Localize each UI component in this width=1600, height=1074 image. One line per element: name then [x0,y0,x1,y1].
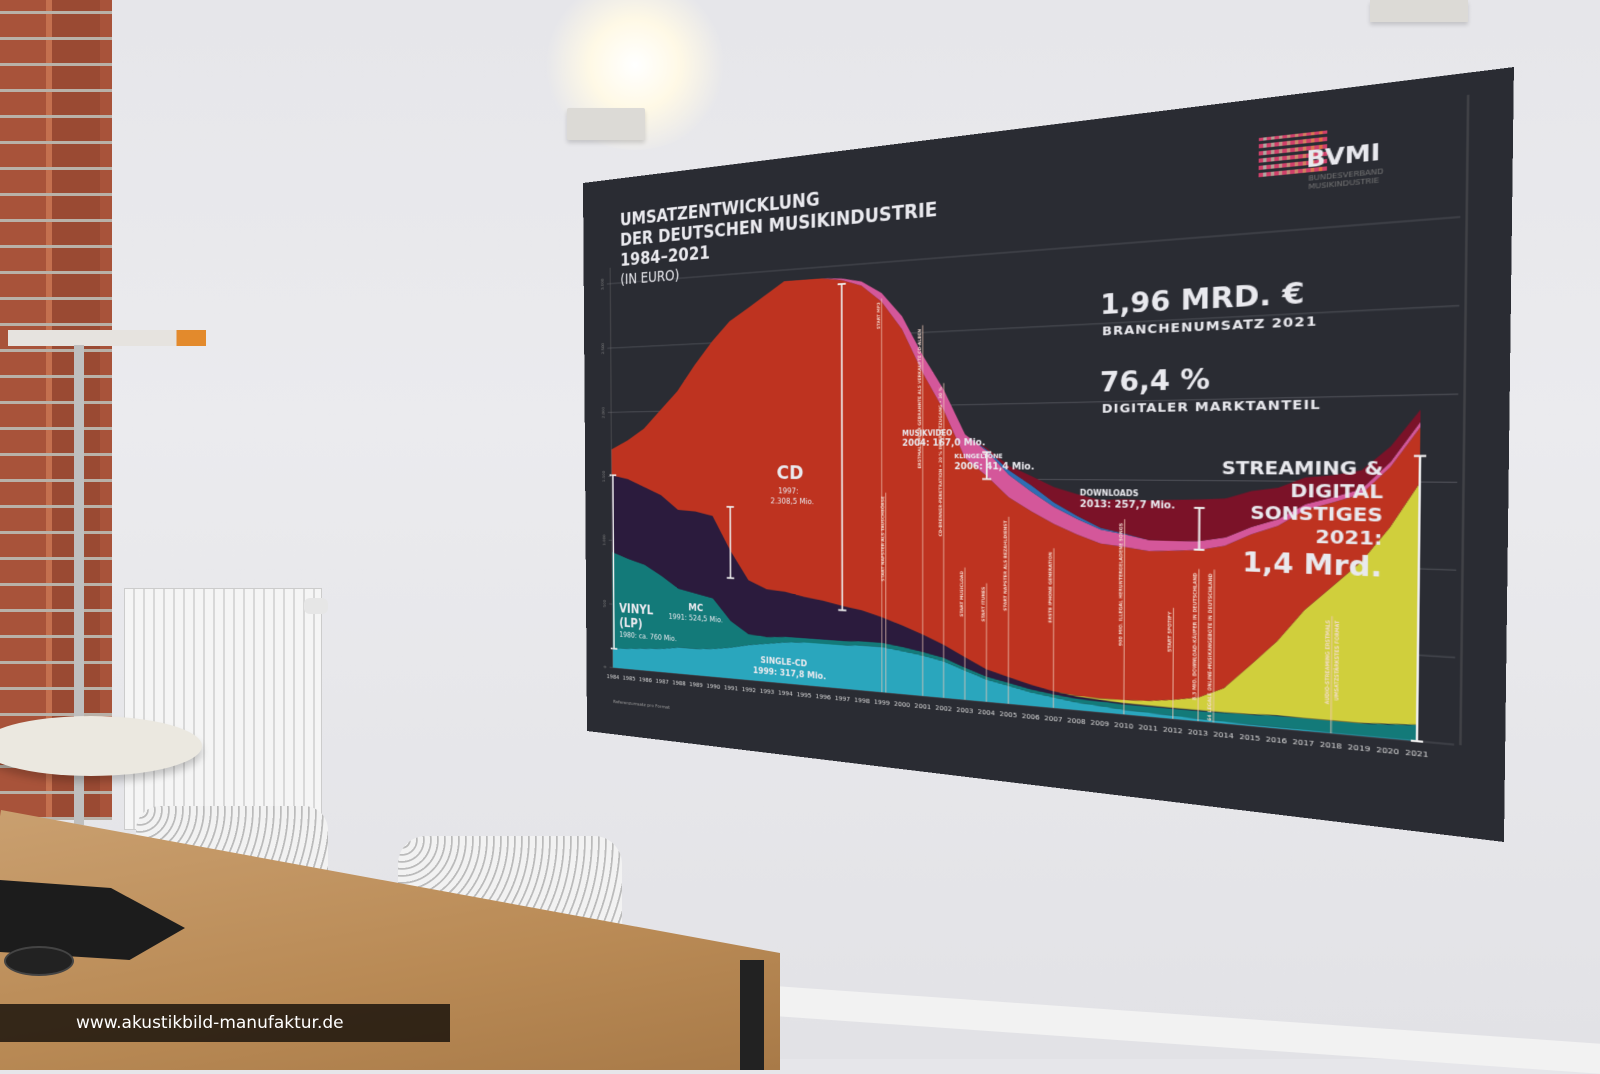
y-tick-label: 1.500 [602,471,606,482]
y-tick-label: 1.000 [602,534,606,545]
download-label: DOWNLOADS [1080,489,1139,498]
x-tick-label: 1984 [607,673,620,681]
event-label: CD-BRENNER-PENETRATION • 20 % INTERNETZU… [938,386,943,537]
cd-range-bar [842,284,843,610]
event-label: 8,3 MIO. DOWNLOAD-KÄUFER IN DEUTSCHLAND [1190,572,1199,700]
event-label: 64 LEGALE ONLINE-MUSIKANGEBOTE IN DEUTSC… [1206,573,1213,722]
x-tick-label: 2010 [1114,721,1133,731]
x-tick-label: 1997 [835,695,850,704]
x-tick-label: 2016 [1266,735,1287,746]
event-label: AUDIO-STREAMING ERSTMALS [1324,619,1332,705]
x-tick-label: 2001 [915,702,931,712]
x-tick-label: 2002 [935,704,952,714]
annotation-line: STREAMING & [1222,458,1384,481]
event-label: START MP3 [876,302,881,329]
x-tick-label: 2008 [1067,717,1085,727]
event-label: START SPOTIFY [1166,610,1172,652]
x-tick-label: 1992 [742,686,756,695]
x-tick-label: 1995 [797,691,812,700]
x-tick-label: 2020 [1376,746,1399,758]
speaker-puck [4,946,74,976]
streaming-range-bar-cap [1411,741,1423,742]
x-tick-label: 2018 [1320,741,1342,752]
event-label: START ITUNES [981,586,986,622]
y-tick-label: 500 [603,600,607,608]
annotation-line: DIGITAL [1222,480,1384,504]
wall-lamp [567,108,645,140]
y-tick-label: 0 [603,665,607,668]
y-tick-label: 2.000 [601,407,605,418]
x-tick-label: 2009 [1091,719,1110,729]
y-tick-label: 2.500 [601,343,605,354]
table-leg [740,960,764,1070]
x-tick-label: 2012 [1163,726,1183,737]
vinyl-label: (LP) [619,615,642,631]
brick-wall [0,0,112,820]
x-tick-label: 2015 [1239,733,1260,744]
x-tick-label: 2021 [1405,749,1428,761]
x-tick-label: 1987 [655,678,668,686]
x-tick-label: 1989 [689,681,703,690]
x-tick-label: 1986 [639,676,652,684]
x-tick-label: 1988 [672,679,685,688]
cd-label: CD [777,463,804,484]
x-tick-label: 1985 [623,675,636,683]
streaming-annotation: STREAMING & DIGITAL SONSTIGES 2021: 1,4 … [1221,458,1383,585]
streaming-value: 1,4 Mrd. [1221,546,1382,585]
x-tick-label: 1996 [816,693,831,702]
x-tick-label: 1991 [724,684,738,693]
digital-share-value: 76,4 % [1100,363,1210,399]
mc-label: MC [688,601,703,613]
cd-value: 2.308,5 Mio. [771,497,814,506]
x-tick-label: 1993 [760,688,775,697]
event-label: START MUSICLOAD [959,570,964,617]
event-label: START NAPSTER ALS TAUSCHBÖRSE [879,496,885,581]
event-label: 900 MIO. ILLEGAL HERUNTERGELADENE SONGS [1118,522,1125,646]
cd-value: 1997: [778,487,798,496]
watermark: www.akustikbild-manufaktur.de [0,1004,450,1042]
ringtone-label: KLINGELTÖNE [954,453,1002,460]
radiator-valve [304,598,328,614]
x-tick-label: 2011 [1138,723,1157,734]
x-tick-label: 1999 [874,698,890,707]
x-tick-label: 1994 [778,689,793,698]
ringtone-value: 2006: 41,4 Mio. [954,462,1034,472]
x-tick-label: 1998 [854,697,870,706]
radiator [124,588,322,830]
baseboard [760,985,1600,1074]
video-label: MUSIKVIDEO [902,429,952,438]
x-tick-label: 2000 [894,700,910,710]
right-rule [1460,95,1468,745]
x-tick-label: 1990 [706,683,720,692]
wall-lamp [1370,0,1468,22]
video-value: 2004: 167,0 Mio. [902,438,985,449]
y-tick-label: 3.000 [601,278,605,290]
event-label: UMSATZSTÄRKSTES FORMAT [1331,619,1340,701]
x-tick-label: 2017 [1293,738,1315,749]
x-tick-label: 2014 [1213,730,1234,741]
x-tick-label: 2019 [1348,743,1371,755]
event-label: ERSTE IPHONE GENERATION [1047,551,1053,623]
x-tick-label: 2005 [1000,710,1018,720]
shelf [8,330,206,346]
event-label: START NAPSTER ALS BEZAHLDIENST [1003,519,1009,611]
x-tick-label: 2013 [1188,728,1208,739]
x-tick-label: 2003 [956,706,973,716]
x-tick-label: 2006 [1022,712,1040,722]
cd-range-bar-cap [838,284,846,285]
vinyl-range-bar-cap [611,648,618,649]
download-value: 2013: 257,7 Mio. [1080,499,1175,511]
x-tick-label: 2004 [978,708,995,718]
x-tick-label: 2007 [1044,715,1062,725]
